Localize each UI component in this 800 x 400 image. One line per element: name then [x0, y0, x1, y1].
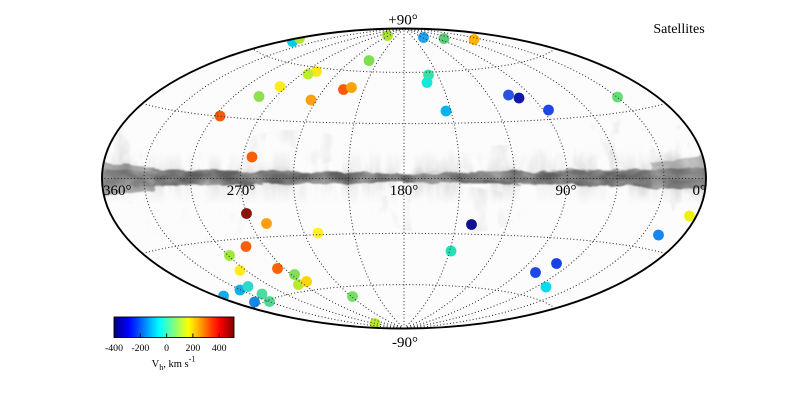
- svg-text:0°: 0°: [693, 183, 707, 199]
- svg-text:Satellites: Satellites: [653, 22, 704, 37]
- svg-text:-400: -400: [105, 343, 123, 354]
- svg-text:90°: 90°: [556, 183, 577, 199]
- svg-text:Vh, km s-1: Vh, km s-1: [152, 355, 196, 373]
- svg-text:360°: 360°: [103, 183, 132, 199]
- svg-text:0: 0: [164, 343, 169, 354]
- svg-text:+90°: +90°: [388, 13, 417, 29]
- svg-text:270°: 270°: [227, 183, 256, 199]
- svg-text:400: 400: [212, 343, 227, 354]
- svg-text:-90°: -90°: [392, 335, 418, 351]
- svg-text:-200: -200: [131, 343, 149, 354]
- svg-text:200: 200: [186, 343, 201, 354]
- svg-text:180°: 180°: [390, 183, 419, 199]
